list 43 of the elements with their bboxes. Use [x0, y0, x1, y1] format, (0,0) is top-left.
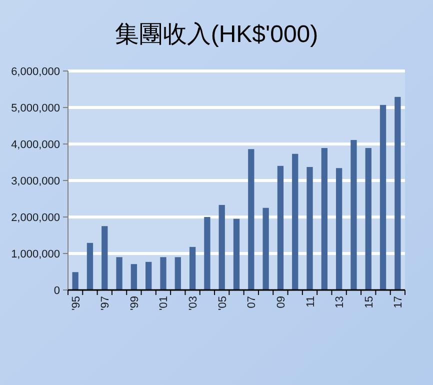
bar [394, 96, 401, 290]
bar [248, 149, 254, 290]
chart-title: 集團收入(HK$'000) [114, 21, 318, 48]
x-tick-label: 17 [392, 296, 405, 308]
bar [365, 148, 372, 290]
y-tick-label: 0 [54, 285, 60, 297]
bar [380, 104, 386, 290]
bar [218, 204, 225, 290]
bar [130, 264, 138, 290]
x-tick-label: '99 [128, 296, 141, 310]
bar [102, 226, 108, 290]
bar [336, 168, 342, 290]
bar [160, 257, 166, 290]
bar [72, 272, 78, 290]
bar [116, 257, 122, 290]
x-tick-label: 11 [304, 296, 317, 308]
bar [277, 166, 284, 290]
x-tick-label: 15 [363, 296, 376, 308]
bar [306, 166, 313, 290]
x-tick-label: 09 [275, 296, 288, 308]
x-tick-label: '05 [216, 296, 229, 310]
bar [350, 140, 357, 290]
x-tick-label: 07 [246, 296, 258, 308]
y-tick-label: 6,000,000 [11, 66, 60, 78]
y-tick-label: 4,000,000 [11, 139, 60, 151]
x-tick-label: 13 [334, 296, 346, 308]
bar [189, 246, 196, 290]
y-tick-label: 3,000,000 [11, 176, 60, 188]
bar [86, 242, 94, 290]
bar [233, 218, 240, 290]
bar [146, 262, 152, 290]
bar [292, 154, 298, 290]
x-tick-label: '01 [158, 296, 170, 310]
bar [262, 208, 269, 290]
bar [174, 257, 181, 290]
bar [204, 217, 210, 290]
x-tick-label: '97 [100, 296, 112, 310]
y-tick-label: 2,000,000 [11, 212, 60, 224]
y-tick-label: 1,000,000 [11, 248, 60, 260]
x-tick-label: '95 [70, 296, 82, 310]
y-tick-label: 5,000,000 [11, 102, 60, 114]
x-tick-label: '03 [188, 296, 200, 310]
bar [321, 148, 328, 290]
